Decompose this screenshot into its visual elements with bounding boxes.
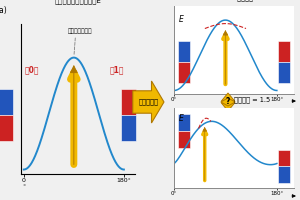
Bar (278, 166, 290, 183)
Text: E: E (179, 15, 184, 24)
Text: 反転指数 = 2: 反転指数 = 2 (237, 0, 267, 1)
Polygon shape (221, 98, 235, 106)
Bar (278, 150, 290, 166)
Bar (178, 114, 190, 131)
Bar (178, 62, 190, 83)
Bar (178, 131, 190, 148)
Bar (0, 115, 13, 141)
Text: 「1」: 「1」 (110, 65, 124, 74)
Text: 反転指数 = 1.5: 反転指数 = 1.5 (234, 97, 270, 103)
Text: エネルギー障壁: エネルギー障壁 (68, 28, 92, 34)
Bar (278, 41, 290, 62)
Text: 「0」: 「0」 (24, 65, 39, 74)
FancyArrow shape (133, 81, 164, 123)
Bar (121, 115, 136, 141)
FancyArrow shape (221, 103, 235, 111)
Text: 磁場・電流: 磁場・電流 (138, 99, 158, 105)
Bar (278, 62, 290, 83)
Bar (121, 88, 136, 115)
Bar (0, 88, 13, 115)
Text: 磁石の磁気エネルギーE: 磁石の磁気エネルギーE (55, 0, 101, 4)
FancyArrow shape (221, 93, 235, 101)
Text: ?: ? (226, 98, 230, 106)
Text: E: E (179, 114, 184, 123)
Text: (a): (a) (0, 6, 7, 15)
Bar (178, 41, 190, 62)
Text: (b): (b) (160, 0, 170, 1)
